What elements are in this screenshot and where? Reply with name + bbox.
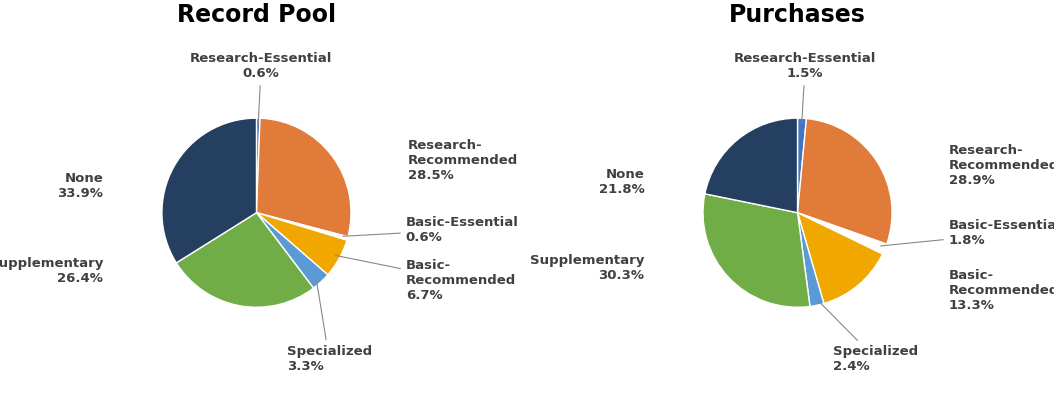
- Wedge shape: [176, 213, 313, 307]
- Wedge shape: [798, 213, 886, 254]
- Wedge shape: [256, 213, 328, 288]
- Text: None
21.8%: None 21.8%: [599, 169, 644, 197]
- Text: Supplementary
30.3%: Supplementary 30.3%: [530, 254, 644, 282]
- Wedge shape: [256, 213, 348, 240]
- Title: Record Pool: Record Pool: [177, 3, 336, 27]
- Title: Purchases: Purchases: [729, 3, 866, 27]
- Text: None
33.9%: None 33.9%: [57, 172, 103, 200]
- Wedge shape: [256, 118, 260, 213]
- Text: Specialized
3.3%: Specialized 3.3%: [287, 279, 372, 373]
- Wedge shape: [798, 213, 824, 306]
- Text: Basic-
Recommended
13.3%: Basic- Recommended 13.3%: [949, 269, 1054, 312]
- Text: Supplementary
26.4%: Supplementary 26.4%: [0, 257, 103, 285]
- Text: Basic-
Recommended
6.7%: Basic- Recommended 6.7%: [335, 255, 516, 302]
- Text: Research-
Recommended
28.9%: Research- Recommended 28.9%: [949, 144, 1054, 187]
- Wedge shape: [703, 194, 809, 307]
- Text: Basic-Essential
0.6%: Basic-Essential 0.6%: [343, 216, 519, 244]
- Wedge shape: [256, 118, 351, 237]
- Wedge shape: [162, 118, 256, 263]
- Text: Research-
Recommended
28.5%: Research- Recommended 28.5%: [408, 139, 518, 182]
- Text: Research-Essential
1.5%: Research-Essential 1.5%: [734, 52, 876, 123]
- Wedge shape: [798, 118, 806, 213]
- Wedge shape: [798, 119, 892, 244]
- Wedge shape: [705, 118, 798, 213]
- Text: Research-Essential
0.6%: Research-Essential 0.6%: [190, 52, 332, 123]
- Text: Specialized
2.4%: Specialized 2.4%: [818, 300, 919, 373]
- Wedge shape: [798, 213, 882, 304]
- Text: Basic-Essential
1.8%: Basic-Essential 1.8%: [880, 219, 1054, 247]
- Wedge shape: [256, 213, 347, 275]
